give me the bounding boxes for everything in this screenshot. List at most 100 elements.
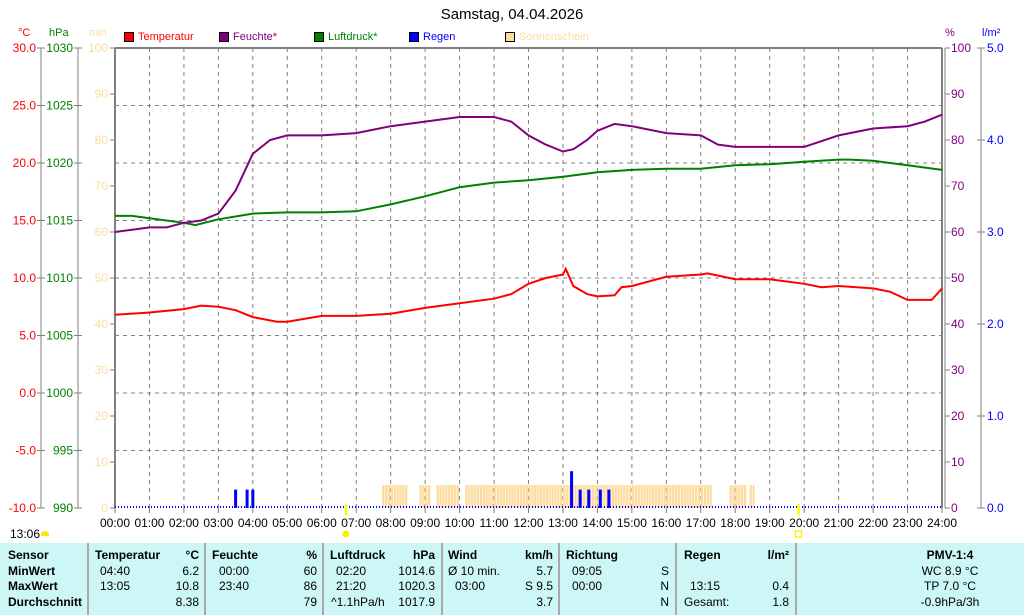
svg-text:20.0: 20.0: [13, 156, 37, 170]
svg-text:0: 0: [101, 501, 108, 515]
legend-swatch-icon: [314, 32, 324, 42]
svg-text:0.0: 0.0: [19, 386, 36, 400]
pmv-pressure-trend: -0.9hPa/3h: [920, 595, 980, 609]
wind-unit-header: km/h: [524, 548, 553, 562]
svg-text:70: 70: [95, 179, 109, 193]
svg-text:20: 20: [951, 409, 965, 423]
legend-humidity[interactable]: Feuchte*: [219, 31, 277, 43]
direction-header: Richtung: [566, 548, 618, 562]
svg-text:40: 40: [951, 317, 965, 331]
temperature-header: Temperatur: [95, 548, 161, 562]
svg-text:1015: 1015: [46, 214, 73, 228]
temperature-min-value: 6.2: [182, 564, 199, 578]
svg-text:25.0: 25.0: [13, 99, 37, 113]
row-label-min: MinWert: [8, 564, 56, 578]
direction-value-3: N: [660, 595, 669, 609]
pressure-trend: ^1.1hPa/h: [331, 595, 385, 609]
svg-text:21:00: 21:00: [824, 516, 854, 530]
svg-text:12:00: 12:00: [513, 516, 543, 530]
rain-unit: l/m²: [982, 27, 1001, 39]
svg-text:-5.0: -5.0: [15, 444, 36, 458]
direction-time-1: 09:05: [572, 564, 603, 578]
svg-text:2.0: 2.0: [987, 317, 1004, 331]
svg-text:90: 90: [95, 87, 109, 101]
temperature-max-time: 13:05: [100, 579, 131, 593]
svg-text:1000: 1000: [46, 386, 73, 400]
svg-text:4.0: 4.0: [987, 133, 1004, 147]
svg-text:03:00: 03:00: [203, 516, 233, 530]
svg-text:5.0: 5.0: [19, 329, 36, 343]
svg-text:04:00: 04:00: [238, 516, 268, 530]
legend-temperature[interactable]: Temperatur: [124, 31, 194, 43]
row-label-avg: Durchschnitt: [8, 595, 83, 609]
svg-text:100: 100: [951, 41, 971, 55]
svg-text:40: 40: [95, 317, 109, 331]
svg-text:80: 80: [951, 133, 965, 147]
legend-label: Feuchte*: [233, 31, 278, 43]
pressure-min-time: 02:20: [336, 564, 367, 578]
humidity-unit-header: %: [306, 548, 317, 562]
pressure-avg-value: 1017.9: [398, 595, 435, 609]
pressure-unit: hPa: [49, 27, 69, 39]
legend-swatch-icon: [409, 32, 419, 42]
row-label-max: MaxWert: [8, 579, 58, 593]
wind-max-value: S 9.5: [524, 579, 553, 593]
svg-text:07:00: 07:00: [341, 516, 371, 530]
sunshine-unit: min: [89, 27, 107, 39]
svg-text:1025: 1025: [46, 99, 73, 113]
svg-text:16:00: 16:00: [651, 516, 681, 530]
legend-label: Regen: [423, 31, 456, 43]
svg-text:70: 70: [951, 179, 965, 193]
humidity-max-value: 86: [303, 579, 317, 593]
weather-chart: 30.025.020.015.010.05.00.0-5.0-10.010301…: [9, 41, 1004, 538]
svg-text:30.0: 30.0: [13, 41, 37, 55]
svg-text:1005: 1005: [46, 329, 73, 343]
svg-text:3.0: 3.0: [987, 225, 1004, 239]
temperature-unit: °C: [18, 27, 31, 39]
pressure-header: Luftdruck: [330, 548, 386, 562]
svg-text:50: 50: [95, 271, 109, 285]
svg-text:09:00: 09:00: [410, 516, 440, 530]
svg-text:06:00: 06:00: [307, 516, 337, 530]
svg-text:1010: 1010: [46, 271, 73, 285]
svg-text:100: 100: [88, 41, 108, 55]
legend-swatch-icon: [219, 32, 229, 42]
wind-avg-label: Ø 10 min.: [448, 564, 501, 578]
wind-header: Wind: [448, 548, 478, 562]
wind-avg-value: 5.7: [536, 564, 553, 578]
svg-text:20: 20: [95, 409, 109, 423]
svg-text:80: 80: [95, 133, 109, 147]
humidity-avg-value: 79: [303, 595, 317, 609]
humidity-header: Feuchte: [212, 548, 259, 562]
legend-swatch-icon: [124, 32, 134, 42]
legend-rain[interactable]: Regen: [409, 31, 455, 43]
humidity-min-time: 00:00: [219, 564, 250, 578]
svg-text:0.0: 0.0: [987, 501, 1004, 515]
svg-text:60: 60: [951, 225, 965, 239]
direction-value-2: N: [660, 579, 669, 593]
legend-pressure[interactable]: Luftdruck*: [314, 31, 378, 43]
svg-text:15:00: 15:00: [617, 516, 647, 530]
rain-total-label: Gesamt:: [684, 595, 730, 609]
direction-time-2: 00:00: [572, 579, 603, 593]
pmv-windchill: WC 8.9 °C: [921, 564, 979, 578]
svg-text:15.0: 15.0: [13, 214, 37, 228]
svg-text:1030: 1030: [46, 41, 73, 55]
chart-title: Samstag, 04.04.2026: [440, 6, 584, 23]
svg-text:00:00: 00:00: [100, 516, 130, 530]
temperature-unit-header: °C: [185, 548, 199, 562]
svg-text:17:00: 17:00: [686, 516, 716, 530]
svg-text:1.0: 1.0: [987, 409, 1004, 423]
rain-max-value: 0.4: [772, 579, 789, 593]
svg-text:23:00: 23:00: [893, 516, 923, 530]
svg-text:01:00: 01:00: [134, 516, 164, 530]
temperature-avg-value: 8.38: [175, 595, 199, 609]
svg-text:18:00: 18:00: [720, 516, 750, 530]
humidity-max-time: 23:40: [219, 579, 250, 593]
legend-sunshine[interactable]: Sonnenschein: [505, 31, 589, 43]
svg-text:1020: 1020: [46, 156, 73, 170]
svg-text:5.0: 5.0: [987, 41, 1004, 55]
rain-max-time: 13:15: [690, 579, 721, 593]
svg-text:22:00: 22:00: [858, 516, 888, 530]
svg-text:0: 0: [951, 501, 958, 515]
